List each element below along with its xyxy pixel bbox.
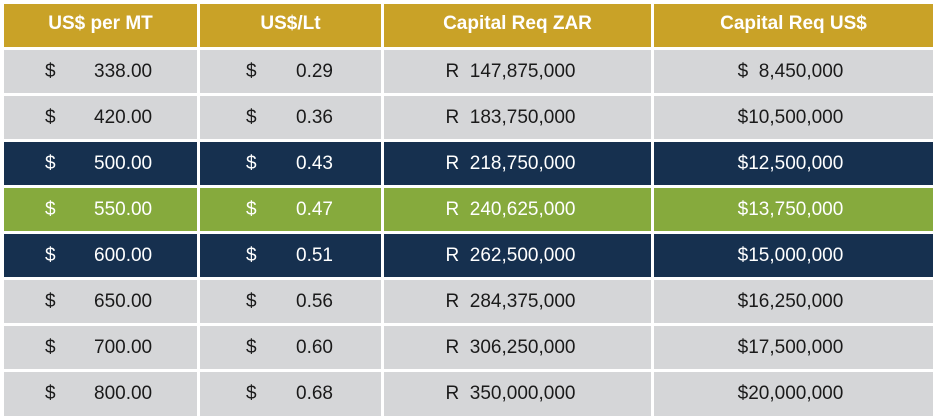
- cell-capital-usd: $16,250,000: [654, 280, 933, 323]
- cell-capital-zar: R 262,500,000: [384, 234, 651, 277]
- cell-capital-zar: R 218,750,000: [384, 142, 651, 185]
- capital-usd-value: $ 8,450,000: [737, 60, 844, 82]
- table-header-row: US$ per MT US$/Lt Capital Req ZAR Capita…: [0, 4, 935, 47]
- capital-zar-value: R 350,000,000: [445, 383, 576, 404]
- cell-usd-per-lt: $0.60: [200, 326, 381, 369]
- cell-usd-per-lt: $0.43: [200, 142, 381, 185]
- capital-usd-value: $15,000,000: [737, 244, 844, 266]
- usd-per-mt-value: 500.00: [94, 152, 153, 174]
- usd-per-mt-value: 420.00: [94, 106, 153, 128]
- cell-capital-usd: $10,500,000: [654, 96, 933, 139]
- cell-usd-per-lt: $0.36: [200, 96, 381, 139]
- capital-usd-value: $12,500,000: [737, 152, 844, 174]
- capital-usd-value: $10,500,000: [737, 106, 844, 128]
- currency-symbol: $: [246, 290, 257, 312]
- currency-symbol: $: [45, 60, 56, 82]
- cell-capital-usd: $15,000,000: [654, 234, 933, 277]
- currency-symbol: $: [45, 383, 56, 404]
- currency-symbol: $: [246, 106, 257, 128]
- cell-usd-per-lt: $0.51: [200, 234, 381, 277]
- currency-symbol: $: [246, 336, 257, 358]
- cell-usd-per-lt: $0.56: [200, 280, 381, 323]
- header-cell-capital-zar: Capital Req ZAR: [384, 4, 651, 47]
- cell-capital-usd: $20,000,000: [654, 372, 933, 416]
- table-row: $700.00 $0.60 R 306,250,000 $17,500,000: [0, 326, 935, 369]
- usd-per-lt-value: 0.60: [296, 336, 333, 358]
- table-row: $420.00 $0.36 R 183,750,000 $10,500,000: [0, 96, 935, 139]
- header-cell-usd-per-lt: US$/Lt: [200, 4, 381, 47]
- currency-symbol: $: [246, 198, 257, 220]
- currency-symbol: $: [246, 60, 257, 82]
- cell-usd-per-mt: $800.00: [4, 372, 197, 416]
- cell-usd-per-mt: $550.00: [4, 188, 197, 231]
- usd-per-lt-value: 0.29: [296, 60, 333, 82]
- currency-symbol: $: [45, 152, 56, 174]
- header-cell-usd-per-mt: US$ per MT: [4, 4, 197, 47]
- cell-capital-usd: $12,500,000: [654, 142, 933, 185]
- usd-per-lt-value: 0.56: [296, 290, 333, 312]
- cell-usd-per-lt: $0.47: [200, 188, 381, 231]
- table-row: $338.00 $0.29 R 147,875,000 $ 8,450,000: [0, 50, 935, 93]
- currency-symbol: $: [45, 244, 56, 266]
- currency-symbol: $: [45, 198, 56, 220]
- usd-per-lt-value: 0.43: [296, 152, 333, 174]
- usd-per-mt-value: 338.00: [94, 60, 153, 82]
- capital-zar-value: R 240,625,000: [445, 198, 576, 220]
- usd-per-mt-value: 600.00: [94, 244, 153, 266]
- capital-zar-value: R 147,875,000: [445, 60, 576, 82]
- capital-zar-value: R 306,250,000: [445, 336, 576, 358]
- currency-symbol: $: [45, 336, 56, 358]
- table-row: $600.00 $0.51 R 262,500,000 $15,000,000: [0, 234, 935, 277]
- cell-capital-zar: R 183,750,000: [384, 96, 651, 139]
- usd-per-lt-value: 0.51: [296, 244, 333, 266]
- usd-per-lt-value: 0.36: [296, 106, 333, 128]
- cell-usd-per-lt: $0.68: [200, 372, 381, 416]
- cell-capital-usd: $17,500,000: [654, 326, 933, 369]
- table-row: $550.00 $0.47 R 240,625,000 $13,750,000: [0, 188, 935, 231]
- capital-usd-value: $17,500,000: [737, 336, 844, 358]
- usd-per-mt-value: 650.00: [94, 290, 153, 312]
- usd-per-mt-value: 700.00: [94, 336, 153, 358]
- cell-usd-per-mt: $338.00: [4, 50, 197, 93]
- currency-symbol: $: [246, 244, 257, 266]
- cell-usd-per-mt: $650.00: [4, 280, 197, 323]
- table-row: $500.00 $0.43 R 218,750,000 $12,500,000: [0, 142, 935, 185]
- capital-zar-value: R 218,750,000: [445, 152, 576, 174]
- cell-usd-per-mt: $700.00: [4, 326, 197, 369]
- capital-zar-value: R 183,750,000: [445, 106, 576, 128]
- capital-usd-value: $16,250,000: [737, 290, 844, 312]
- cell-capital-zar: R 284,375,000: [384, 280, 651, 323]
- cell-usd-per-mt: $420.00: [4, 96, 197, 139]
- capital-usd-value: $20,000,000: [737, 383, 844, 404]
- cell-capital-usd: $ 8,450,000: [654, 50, 933, 93]
- usd-per-mt-value: 800.00: [94, 383, 153, 404]
- cell-usd-per-mt: $600.00: [4, 234, 197, 277]
- usd-per-lt-value: 0.68: [296, 383, 333, 404]
- usd-per-lt-value: 0.47: [296, 198, 333, 220]
- table-row: $650.00 $0.56 R 284,375,000 $16,250,000: [0, 280, 935, 323]
- cell-capital-zar: R 240,625,000: [384, 188, 651, 231]
- capital-zar-value: R 262,500,000: [445, 244, 576, 266]
- capital-zar-value: R 284,375,000: [445, 290, 576, 312]
- cell-usd-per-lt: $0.29: [200, 50, 381, 93]
- cell-capital-zar: R 350,000,000: [384, 372, 651, 416]
- currency-symbol: $: [246, 383, 257, 404]
- header-cell-capital-usd: Capital Req US$: [654, 4, 933, 47]
- currency-symbol: $: [45, 290, 56, 312]
- cell-capital-usd: $13,750,000: [654, 188, 933, 231]
- currency-symbol: $: [246, 152, 257, 174]
- cell-usd-per-mt: $500.00: [4, 142, 197, 185]
- capital-usd-value: $13,750,000: [737, 198, 844, 220]
- currency-symbol: $: [45, 106, 56, 128]
- cell-capital-zar: R 147,875,000: [384, 50, 651, 93]
- cell-capital-zar: R 306,250,000: [384, 326, 651, 369]
- table-row: $800.00 $0.68 R 350,000,000 $20,000,000: [0, 372, 935, 416]
- usd-per-mt-value: 550.00: [94, 198, 153, 220]
